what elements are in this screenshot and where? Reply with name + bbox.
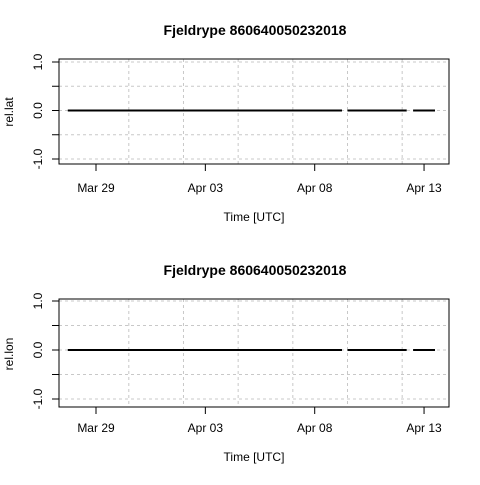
panel-rel-lat: Fjeldrype 860640050232018 Mar 29 Apr 03 Ap… <box>2 22 450 224</box>
y-ticks: -1.0 0.0 1.0 <box>31 292 59 409</box>
x-tick-label: Apr 03 <box>188 181 224 195</box>
chart-title: Fjeldrype 860640050232018 <box>164 22 347 38</box>
panel-rel-lon: Fjeldrype 860640050232018 Mar 29 Apr 03 Ap… <box>2 262 450 464</box>
plot-frame <box>58 58 450 165</box>
x-tick-label: Apr 13 <box>406 181 442 195</box>
x-axis-label: Time [UTC] <box>224 450 285 464</box>
y-tick-label: 0.0 <box>31 102 45 119</box>
x-tick-label: Apr 08 <box>297 421 333 435</box>
x-tick-label: Apr 08 <box>297 181 333 195</box>
y-tick-label: -1.0 <box>31 388 45 409</box>
y-tick-label: -1.0 <box>31 148 45 169</box>
x-ticks: Mar 29 Apr 03 Apr 08 Apr 13 <box>77 407 442 435</box>
x-tick-label: Apr 03 <box>188 421 224 435</box>
y-ticks: -1.0 0.0 1.0 <box>31 53 59 169</box>
y-tick-label: 1.0 <box>31 53 45 70</box>
y-axis-label: rel.lon <box>2 338 16 371</box>
chart-title: Fjeldrype 860640050232018 <box>164 262 347 278</box>
x-tick-label: Apr 13 <box>406 421 442 435</box>
x-tick-label: Mar 29 <box>77 421 115 435</box>
y-tick-label: 0.0 <box>31 341 45 358</box>
x-tick-label: Mar 29 <box>77 181 115 195</box>
y-axis-label: rel.lat <box>2 97 16 127</box>
x-ticks: Mar 29 Apr 03 Apr 08 Apr 13 <box>77 164 442 195</box>
plot-frame <box>58 298 450 408</box>
x-axis-label: Time [UTC] <box>224 210 285 224</box>
grid <box>59 299 449 407</box>
y-tick-label: 1.0 <box>31 292 45 309</box>
